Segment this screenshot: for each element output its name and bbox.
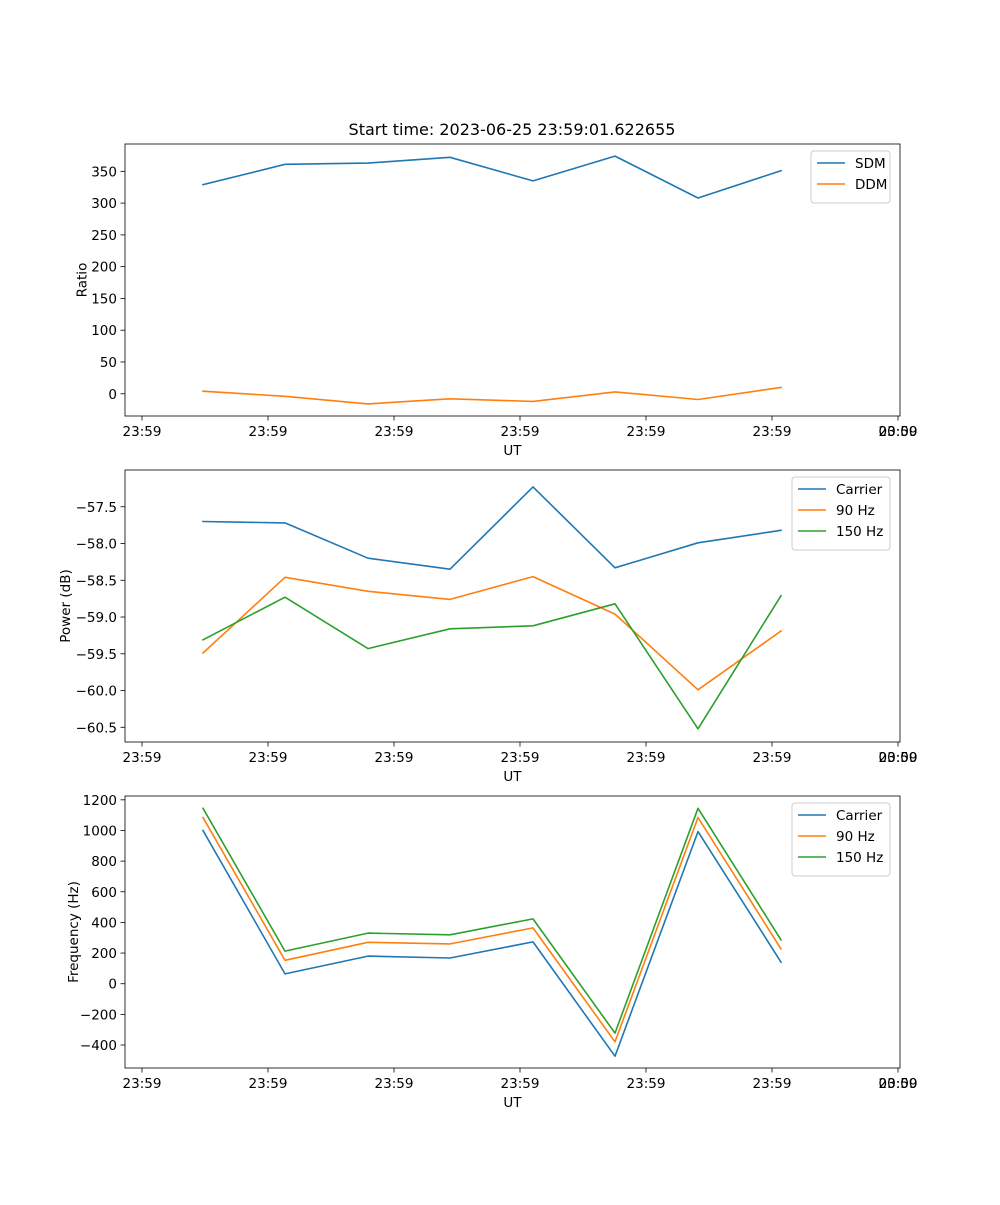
ratio-y-tick-label: 300: [91, 196, 117, 212]
ratio-x-axis-label: UT: [503, 443, 522, 459]
power-legend-label: Carrier: [836, 482, 883, 498]
power-y-tick-label: −59.5: [76, 647, 117, 663]
ratio-series-ddm-line: [202, 386, 782, 405]
frequency-legend-label: 90 Hz: [836, 829, 875, 845]
ratio-legend: SDM DDM: [810, 150, 891, 204]
frequency-series-150-hz-line: [201, 807, 783, 1034]
frequency-y-axis-label: Frequency (Hz): [66, 881, 82, 983]
ratio-y-tick-label: 350: [91, 164, 117, 180]
ratio-x-tick-label: 23:59: [753, 424, 792, 440]
power-x-tick-label: 23:59: [627, 750, 666, 766]
figure-title: Start time: 2023-06-25 23:59:01.622655: [349, 120, 676, 139]
ratio-y-tick-label: 150: [91, 291, 117, 307]
power-legend-label: 90 Hz: [836, 503, 875, 519]
power-legend: Carrier 90 Hz 150 Hz: [791, 476, 891, 551]
frequency-y-tick-label: 1000: [83, 823, 117, 839]
frequency-x-tick-label: 23:59: [375, 1076, 414, 1092]
ratio-x-tick-label: 23:59: [501, 424, 540, 440]
power-y-tick-label: −57.5: [76, 500, 117, 516]
ratio-x-tick-label: 23:59: [249, 424, 288, 440]
frequency-legend-label: 150 Hz: [836, 850, 883, 866]
power-series-carrier-line: [202, 486, 782, 571]
ratio-x-tick-label: 23:59: [375, 424, 414, 440]
ratio-y-tick-label: 100: [91, 323, 117, 339]
ratio-x-tick-label: 00:00: [879, 424, 918, 440]
power-x-tick-label: 23:59: [249, 750, 288, 766]
frequency-y-tick-label: −400: [80, 1038, 117, 1054]
power-x-tick-label: 00:00: [879, 750, 918, 766]
power-y-tick-label: −58.5: [76, 573, 117, 589]
frequency-x-tick-label: 23:59: [753, 1076, 792, 1092]
frequency-x-tick-label: 23:59: [249, 1076, 288, 1092]
ratio-y-tick-label: 50: [100, 355, 117, 371]
frequency-x-tick-label: 23:59: [501, 1076, 540, 1092]
frequency-x-tick-label: 23:59: [627, 1076, 666, 1092]
ratio-legend-box: [810, 150, 891, 204]
power-y-tick-label: −58.0: [76, 537, 117, 553]
power-x-tick-label: 23:59: [501, 750, 540, 766]
power-x-tick-label: 23:59: [879, 750, 918, 766]
power-x-tick-label: 23:59: [123, 750, 162, 766]
frequency-y-tick-label: 400: [91, 915, 117, 931]
ratio-y-axis-label: Ratio: [74, 263, 90, 298]
ratio-x-tick-label: 23:59: [627, 424, 666, 440]
frequency-panel: 23:59 23:59 23:59 23:59 23:59 23:59 23:5900:00…: [66, 793, 917, 1111]
ratio-legend-label: SDM: [855, 156, 886, 172]
ratio-x-tick-label: 23:59: [123, 424, 162, 440]
frequency-legend: Carrier 90 Hz 150 Hz: [791, 802, 891, 877]
frequency-y-tick-label: 0: [108, 977, 117, 993]
ratio-series-sdm-line: [202, 155, 783, 199]
power-series-90-hz-line: [201, 575, 783, 691]
frequency-x-tick-label: 00:00: [879, 1076, 918, 1092]
power-series-150-hz-line: [201, 594, 783, 730]
frequency-y-tick-label: 800: [91, 854, 117, 870]
ratio-legend-label: DDM: [855, 177, 887, 193]
ratio-axes-frame: [124, 143, 901, 417]
frequency-x-tick-label: 23:59: [879, 1076, 918, 1092]
ratio-x-tick-label: 23:59: [879, 424, 918, 440]
frequency-axes-frame: [124, 795, 901, 1069]
ratio-y-tick-label: 0: [108, 387, 117, 403]
frequency-legend-label: Carrier: [836, 808, 883, 824]
power-y-tick-label: −59.0: [76, 610, 117, 626]
power-panel: 23:59 23:59 23:59 23:59 23:59 23:59 23:5900:00…: [58, 469, 918, 785]
power-x-tick-label: 23:59: [753, 750, 792, 766]
power-x-tick-label: 23:59: [375, 750, 414, 766]
frequency-y-tick-label: 1200: [83, 793, 117, 809]
power-x-axis-label: UT: [503, 769, 522, 785]
power-legend-label: 150 Hz: [836, 524, 883, 540]
power-axes-frame: [124, 469, 901, 743]
power-y-tick-label: −60.5: [76, 720, 117, 736]
ratio-y-tick-label: 200: [91, 260, 117, 276]
frequency-y-tick-label: 600: [91, 885, 117, 901]
ratio-panel: 23:59 23:59 23:59 23:59 23:59 23:59 23:5900:00…: [74, 143, 918, 459]
frequency-y-tick-label: 200: [91, 946, 117, 962]
frequency-series-90-hz-line: [201, 816, 783, 1043]
power-y-tick-label: −60.0: [76, 684, 117, 700]
frequency-series-carrier-line: [201, 829, 783, 1057]
frequency-x-tick-label: 23:59: [123, 1076, 162, 1092]
power-y-axis-label: Power (dB): [58, 569, 74, 642]
frequency-y-tick-label: −200: [80, 1007, 117, 1023]
frequency-x-axis-label: UT: [503, 1095, 522, 1111]
ratio-y-tick-label: 250: [91, 228, 117, 244]
